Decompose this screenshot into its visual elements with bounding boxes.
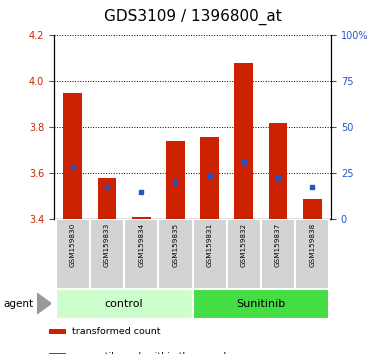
Bar	[158, 219, 192, 289]
Bar	[200, 137, 219, 219]
Bar	[295, 219, 330, 289]
Bar	[124, 219, 158, 289]
Text: GSM159838: GSM159838	[309, 223, 315, 267]
Text: transformed count: transformed count	[72, 327, 161, 336]
Bar	[97, 178, 116, 219]
Bar	[227, 219, 261, 289]
Bar	[90, 219, 124, 289]
Bar	[49, 329, 66, 334]
Bar	[55, 289, 192, 319]
Bar	[49, 353, 66, 354]
Text: GSM159834: GSM159834	[138, 223, 144, 267]
Text: GSM159830: GSM159830	[70, 223, 76, 267]
Bar	[192, 219, 227, 289]
Text: GSM159832: GSM159832	[241, 223, 247, 267]
Bar	[303, 199, 322, 219]
Bar	[63, 93, 82, 219]
Text: GDS3109 / 1396800_at: GDS3109 / 1396800_at	[104, 9, 281, 25]
Polygon shape	[37, 293, 51, 314]
Bar	[132, 217, 151, 219]
Bar	[55, 219, 90, 289]
Text: GSM159837: GSM159837	[275, 223, 281, 267]
Bar	[192, 289, 330, 319]
Bar	[269, 123, 288, 219]
Text: control: control	[105, 298, 143, 309]
Text: agent: agent	[4, 298, 34, 309]
Bar	[166, 141, 185, 219]
Text: GSM159833: GSM159833	[104, 223, 110, 267]
Text: GSM159835: GSM159835	[172, 223, 178, 267]
Bar	[234, 63, 253, 219]
Text: GSM159831: GSM159831	[207, 223, 213, 267]
Text: Sunitinib: Sunitinib	[236, 298, 286, 309]
Text: percentile rank within the sample: percentile rank within the sample	[72, 352, 233, 354]
Bar	[261, 219, 295, 289]
